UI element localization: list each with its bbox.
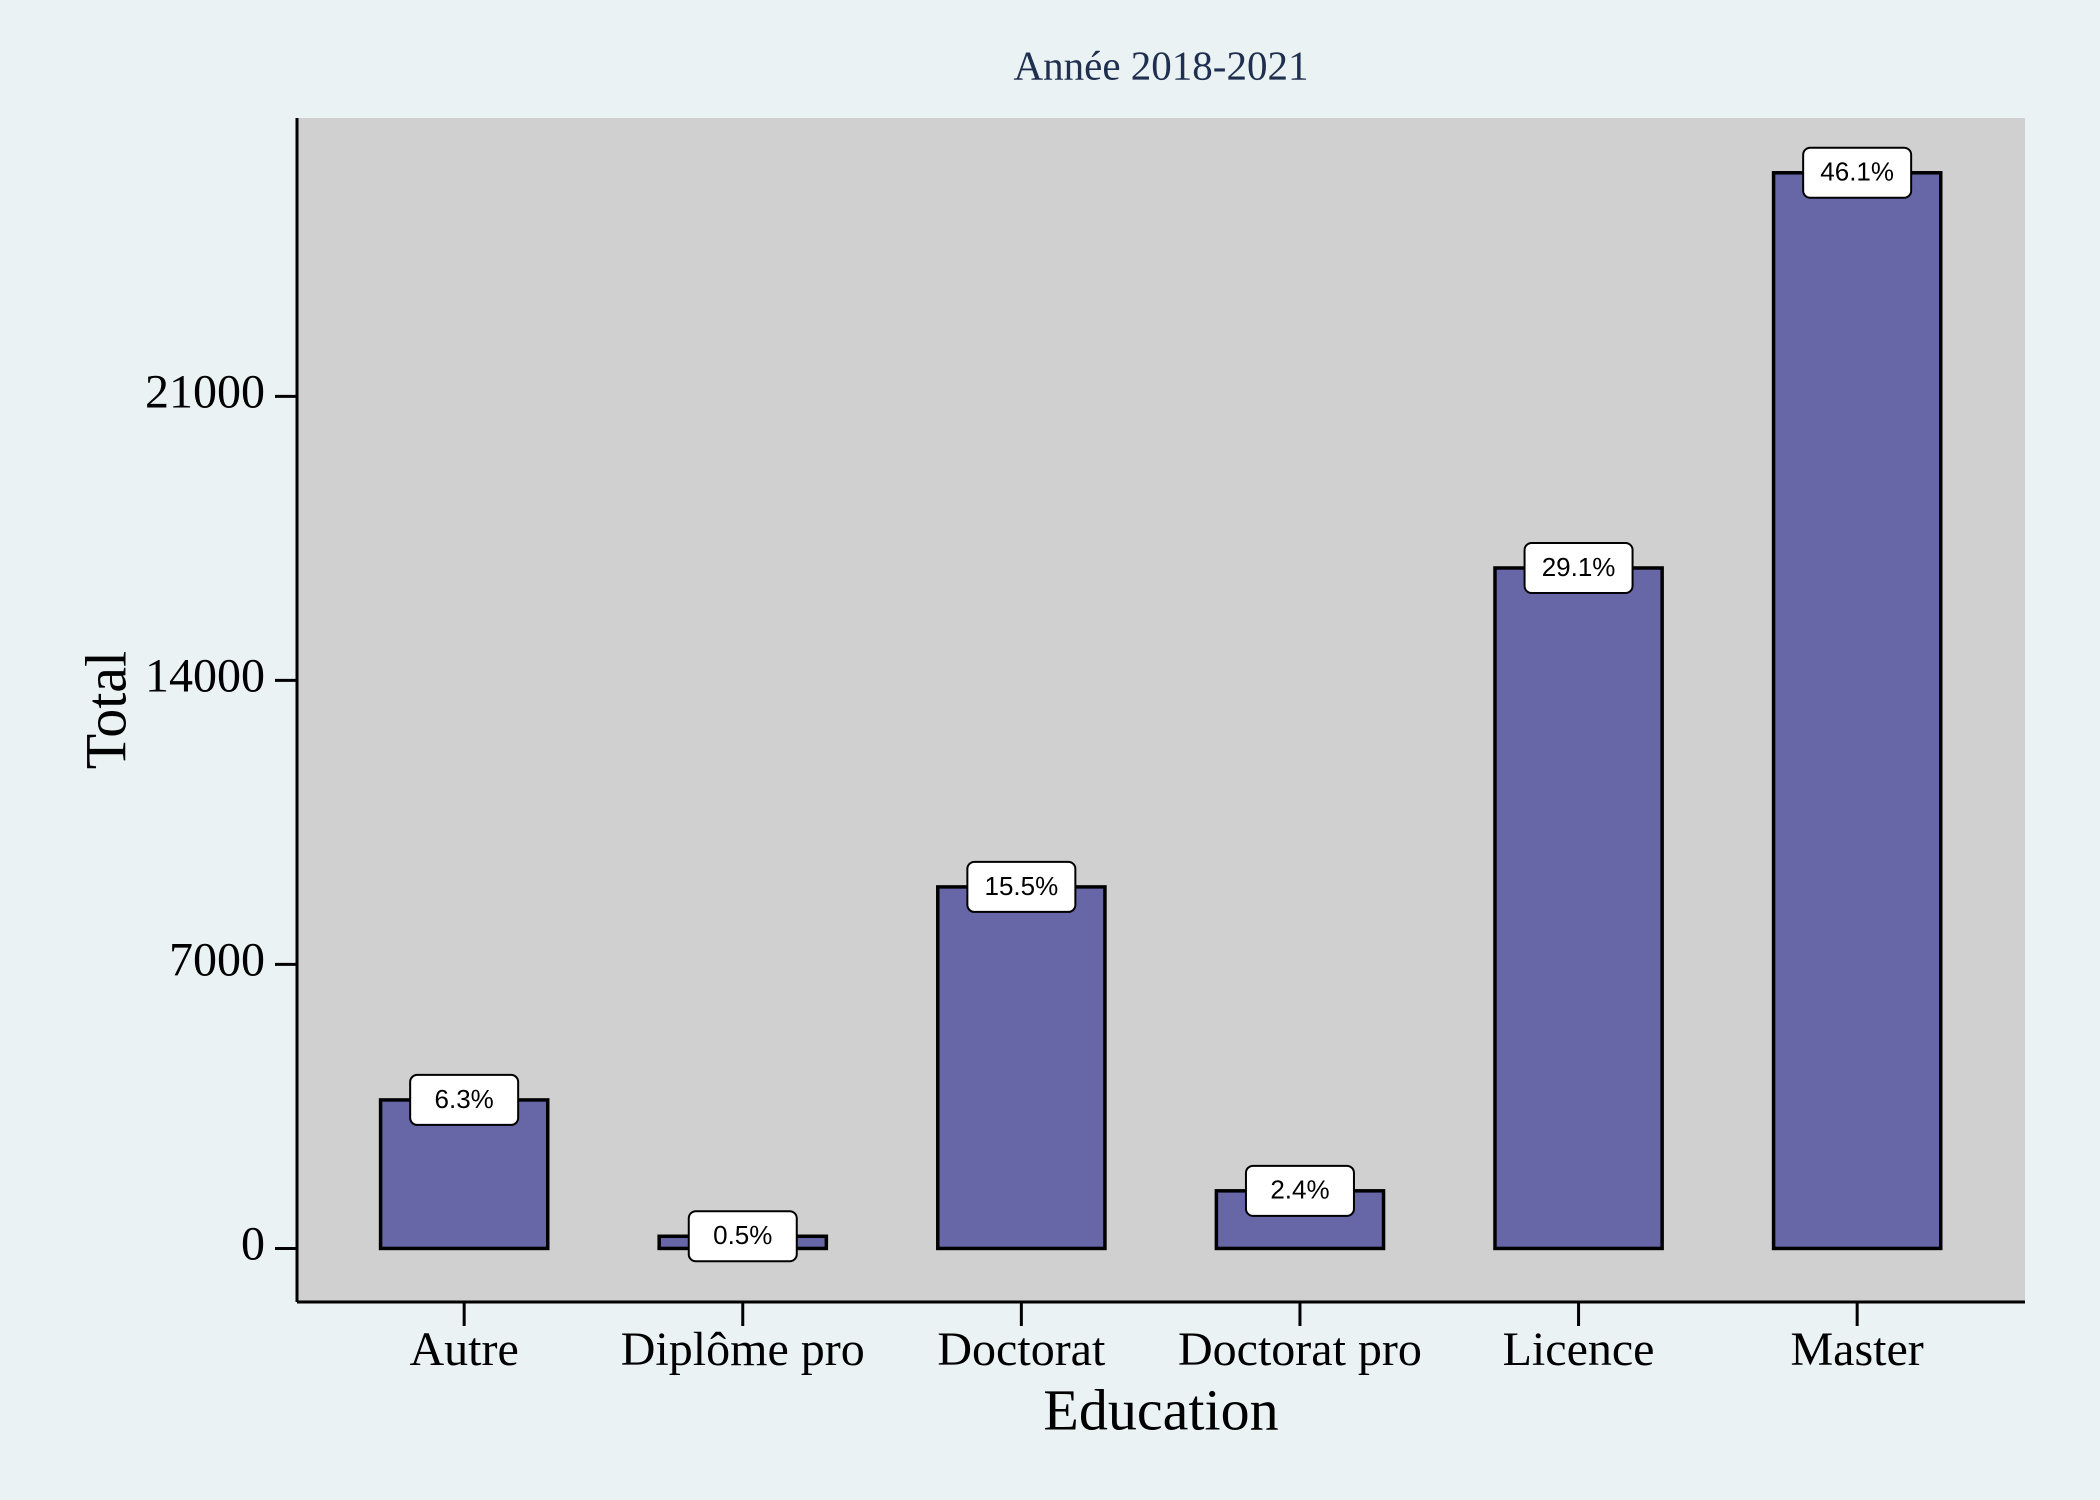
bar-label-box — [409, 1073, 520, 1126]
x-tick-label: Diplôme pro — [621, 1323, 865, 1376]
x-axis-label: Education — [1043, 1377, 1278, 1442]
x-tick-label: Doctorat — [937, 1323, 1106, 1376]
y-tick-label: 21000 — [145, 365, 265, 418]
bar-label-box — [687, 1210, 798, 1263]
x-tick-label: Autre — [410, 1323, 519, 1376]
bar-label: 2.4% — [1270, 1175, 1329, 1205]
x-tick-label: Doctorat pro — [1178, 1323, 1422, 1376]
y-tick-label: 14000 — [145, 649, 265, 702]
bar — [1493, 566, 1664, 1251]
bar — [936, 885, 1107, 1251]
x-tick-label: Licence — [1503, 1323, 1655, 1376]
y-tick-label: 7000 — [169, 933, 265, 986]
chart-title: Année 2018-2021 — [1014, 42, 1309, 88]
plot-area — [297, 118, 2025, 1302]
bar-label: 15.5% — [984, 871, 1058, 901]
bar-label-box — [966, 860, 1077, 913]
bar-label: 29.1% — [1542, 552, 1616, 582]
bar-label-box — [1244, 1164, 1355, 1217]
bar-label-box — [1802, 146, 1913, 199]
bar-label: 6.3% — [435, 1084, 494, 1114]
bar — [1771, 171, 1943, 1251]
y-axis-label: Total — [73, 651, 138, 769]
y-tick-label: 0 — [241, 1217, 265, 1270]
bar-label-box — [1523, 541, 1634, 594]
x-tick-label: Master — [1791, 1323, 1924, 1376]
bar-label: 0.5% — [713, 1220, 772, 1250]
bar-label: 46.1% — [1820, 157, 1894, 187]
